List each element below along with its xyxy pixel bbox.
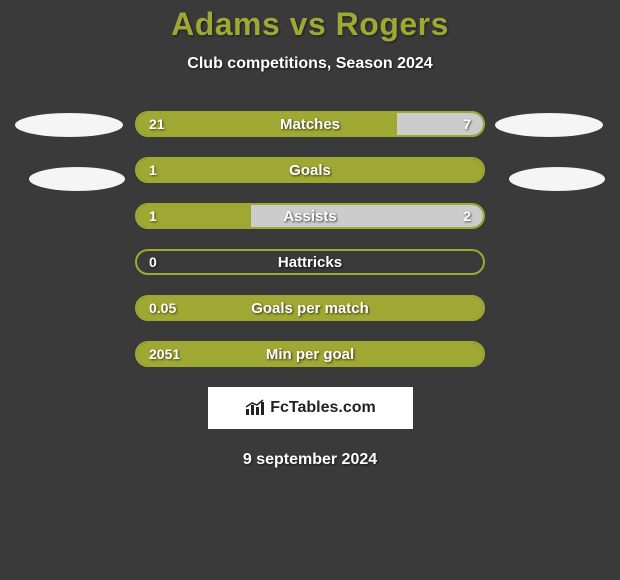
comparison-infographic: Adams vs Rogers Club competitions, Seaso…	[0, 0, 620, 469]
bar-right-value: 7	[463, 113, 471, 135]
comparison-bar: 21 Matches 7	[135, 111, 485, 137]
page-title: Adams vs Rogers	[0, 6, 620, 43]
source-logo: FcTables.com	[208, 387, 413, 429]
comparison-bar: 2051 Min per goal	[135, 341, 485, 367]
comparison-bar: 1 Assists 2	[135, 203, 485, 229]
comparison-bar: 1 Goals	[135, 157, 485, 183]
main-row: 21 Matches 7 1 Goals 1 Assists 2	[0, 111, 620, 367]
logo-text: FcTables.com	[270, 399, 376, 417]
player-photo-left-2	[29, 167, 125, 191]
bar-label: Hattricks	[137, 251, 483, 273]
subtitle: Club competitions, Season 2024	[0, 55, 620, 73]
player-photo-left-1	[15, 113, 123, 137]
bar-label: Assists	[137, 205, 483, 227]
date-label: 9 september 2024	[0, 451, 620, 469]
comparison-bar: 0 Hattricks	[135, 249, 485, 275]
bar-label: Matches	[137, 113, 483, 135]
player-photo-right-2	[509, 167, 605, 191]
bar-label: Goals	[137, 159, 483, 181]
chart-icon	[244, 399, 266, 417]
left-photo-column	[15, 111, 125, 191]
bar-label: Min per goal	[137, 343, 483, 365]
player-photo-right-1	[495, 113, 603, 137]
bar-label: Goals per match	[137, 297, 483, 319]
right-photo-column	[495, 111, 605, 191]
bar-right-value: 2	[463, 205, 471, 227]
comparison-bar: 0.05 Goals per match	[135, 295, 485, 321]
comparison-bars: 21 Matches 7 1 Goals 1 Assists 2	[135, 111, 485, 367]
